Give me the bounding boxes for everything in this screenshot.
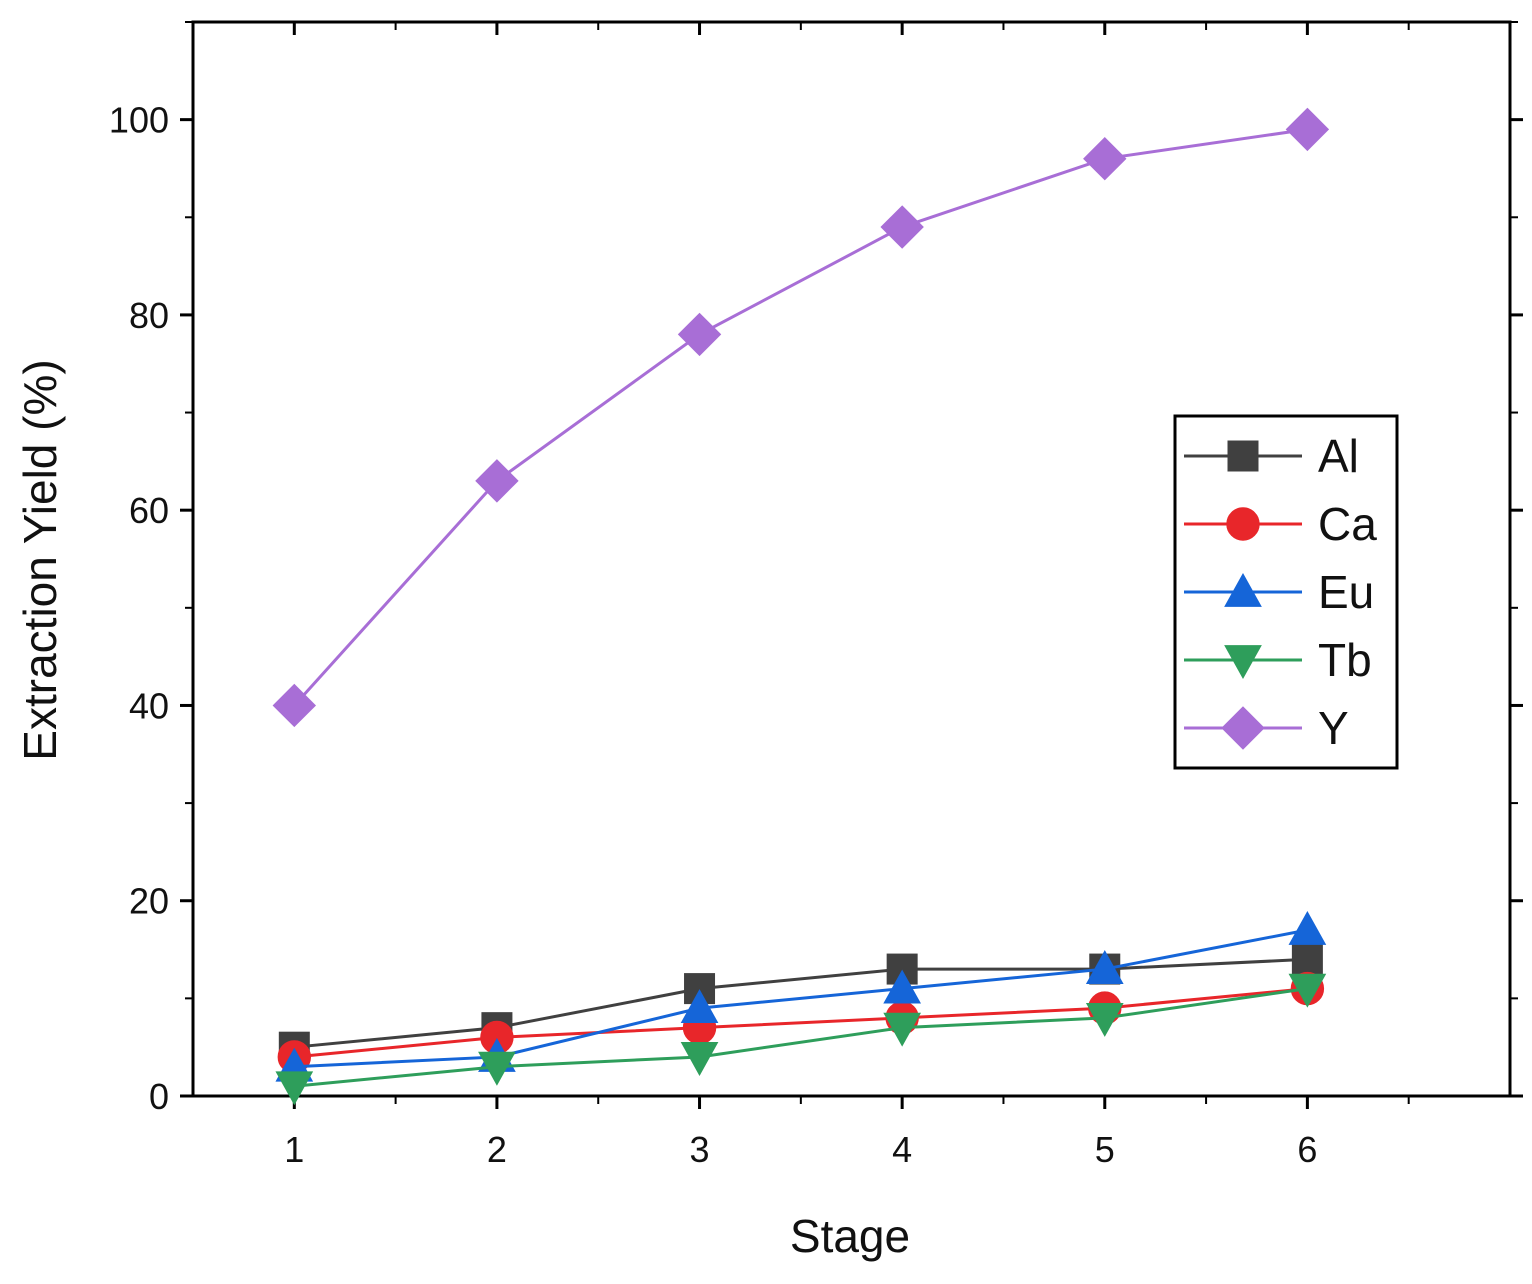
x-tick-label: 1 [284,1129,304,1170]
data-point-tb [478,1051,516,1086]
legend-marker-tb [1224,645,1262,680]
data-point-tb [680,1042,719,1076]
legend-item-al: Al [1184,430,1359,482]
legend-label-eu: Eu [1318,566,1374,618]
y-tick-label: 40 [129,685,169,726]
data-point-y [475,459,519,503]
legend-item-eu: Eu [1184,566,1374,618]
series-y [272,107,1330,728]
data-point-tb [1288,973,1327,1008]
x-tick-label: 4 [892,1129,912,1170]
data-point-al [1291,943,1323,975]
series-line-y [293,127,1308,707]
x-axis-title: Stage [790,1210,910,1262]
legend-label-al: Al [1318,430,1359,482]
series-line-eu [294,928,1308,1069]
y-tick-label: 80 [129,295,169,336]
series-line-ca [294,987,1308,1059]
legend-marker-eu [1224,572,1262,607]
data-point-y [1083,136,1127,181]
y-tick-label: 0 [149,1076,169,1117]
x-axis-ticks: 1 2 3 4 5 6 [284,22,1410,1170]
legend-item-tb: Tb [1184,634,1372,686]
x-tick-label: 6 [1297,1129,1317,1170]
data-point-tb [275,1071,314,1106]
data-point-eu [680,989,719,1024]
legend-marker-ca [1226,507,1260,541]
y-tick-label: 100 [109,100,169,141]
x-tick-label: 3 [690,1129,710,1170]
data-point-eu [883,969,922,1004]
legend-marker-al [1227,440,1259,472]
data-point-y [272,683,317,728]
legend-marker-y [1221,706,1265,750]
legend-item-y: Y [1184,702,1349,754]
series-line-tb [294,987,1308,1088]
legend-label-ca: Ca [1318,498,1377,550]
data-point-y [1285,107,1330,152]
data-point-eu [1288,910,1327,945]
y-axis-ticks: 0 20 40 60 80 100 [109,21,1523,1117]
series-eu [275,910,1327,1082]
plot-frame [191,20,1512,1098]
legend-label-y: Y [1318,702,1349,754]
series-line-al [294,957,1308,1049]
x-tick-label: 5 [1095,1129,1115,1170]
y-tick-label: 60 [129,490,169,531]
data-point-y [880,205,924,249]
legend-label-tb: Tb [1318,634,1372,686]
series-tb [275,973,1327,1106]
y-axis-title: Extraction Yield (%) [14,359,66,760]
series-layer [272,107,1330,1106]
data-point-tb [1085,1002,1124,1037]
data-point-tb [883,1012,922,1047]
x-tick-label: 2 [487,1129,507,1170]
legend-item-ca: Ca [1184,498,1377,550]
data-point-y [677,312,722,357]
data-point-eu [1085,950,1124,984]
legend: Al Ca Eu Tb Y [1173,414,1399,770]
series-ca [277,971,1325,1074]
y-tick-label: 20 [129,881,169,922]
